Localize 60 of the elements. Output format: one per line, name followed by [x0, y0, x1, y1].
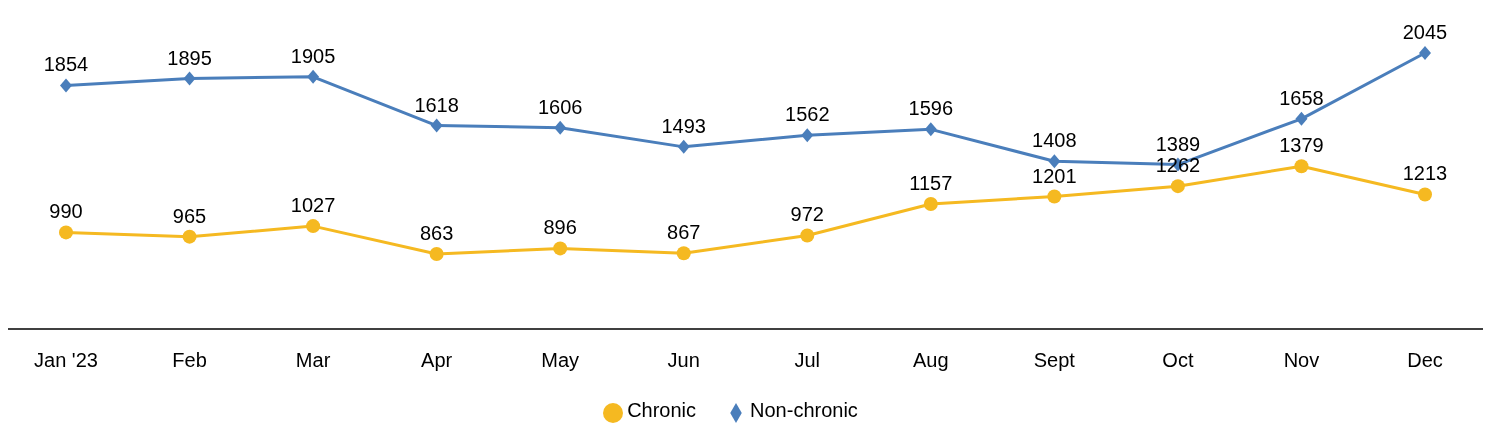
- point: [430, 118, 443, 133]
- legend-label: Non-chronic: [750, 399, 858, 421]
- data-label: 1493: [661, 114, 706, 137]
- point: [553, 241, 568, 256]
- point: [1047, 189, 1062, 204]
- point: [1048, 154, 1061, 169]
- data-label: 2045: [1402, 21, 1448, 43]
- x-tick-label: Mar: [295, 349, 331, 372]
- x-tick-label: Jan '23: [34, 349, 98, 372]
- data-label: 1895: [167, 46, 212, 69]
- x-tick-label: Aug: [913, 349, 949, 372]
- point: [800, 228, 815, 243]
- data-label: 1854: [43, 53, 89, 76]
- data-label: 1389: [1155, 132, 1201, 155]
- x-tick-label: Dec: [1407, 349, 1443, 372]
- data-label: 863: [419, 222, 454, 244]
- data-label: 1606: [537, 95, 583, 118]
- data-label: 1157: [909, 172, 953, 195]
- point: [1418, 187, 1432, 202]
- point: [429, 247, 444, 261]
- point: [801, 128, 814, 143]
- data-label: 867: [667, 221, 701, 244]
- data-label: 1408: [1032, 129, 1077, 152]
- data-label: 990: [49, 200, 83, 223]
- point: [676, 246, 691, 261]
- data-label: 1213: [1402, 162, 1448, 185]
- data-label: 1027: [290, 194, 336, 217]
- point: [554, 120, 567, 135]
- x-tick-label: Oct: [1162, 349, 1194, 372]
- point: [59, 225, 73, 240]
- point: [924, 122, 937, 137]
- x-tick-label: Sept: [1033, 349, 1076, 372]
- data-label: 896: [543, 216, 577, 239]
- point: [183, 71, 196, 86]
- data-label: 1596: [908, 97, 954, 120]
- data-label: 1562: [785, 103, 830, 126]
- point: [923, 197, 938, 212]
- data-label: 1658: [1279, 86, 1324, 109]
- data-label: 1618: [414, 93, 459, 116]
- x-tick-label: Apr: [421, 349, 453, 372]
- point: [1295, 111, 1308, 126]
- point: [307, 69, 320, 84]
- x-tick-label: Nov: [1283, 349, 1320, 372]
- data-label: 965: [172, 204, 207, 227]
- x-tick-label: Jul: [794, 349, 821, 372]
- point: [677, 139, 690, 154]
- point: [60, 78, 72, 93]
- data-label: 1905: [290, 44, 336, 67]
- data-label: 1201: [1032, 164, 1077, 187]
- x-tick-label: Feb: [172, 349, 207, 372]
- legend-label: Chronic: [627, 399, 697, 421]
- point: [1419, 46, 1431, 60]
- data-label: 1379: [1279, 134, 1324, 157]
- point: [306, 219, 321, 234]
- x-tick-label: May: [541, 349, 580, 372]
- x-tick-label: Jun: [667, 349, 700, 372]
- point: [182, 229, 197, 244]
- point: [1170, 179, 1185, 194]
- data-label: 972: [790, 203, 824, 226]
- point: [1294, 159, 1309, 174]
